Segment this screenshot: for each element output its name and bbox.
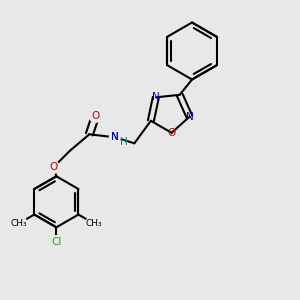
Circle shape — [12, 216, 27, 231]
Circle shape — [89, 110, 101, 122]
Circle shape — [47, 161, 59, 173]
Text: N: N — [186, 112, 193, 122]
Text: O: O — [167, 128, 176, 138]
Text: N: N — [111, 132, 119, 142]
Text: CH₃: CH₃ — [11, 219, 28, 228]
Text: N: N — [111, 132, 119, 142]
Text: N: N — [152, 92, 160, 102]
Circle shape — [110, 132, 120, 143]
Text: O: O — [49, 162, 58, 172]
Text: O: O — [91, 111, 100, 121]
Circle shape — [50, 236, 63, 249]
Circle shape — [86, 216, 101, 231]
Text: CH₃: CH₃ — [85, 219, 102, 228]
Text: H: H — [120, 137, 128, 147]
Text: Cl: Cl — [51, 237, 62, 247]
